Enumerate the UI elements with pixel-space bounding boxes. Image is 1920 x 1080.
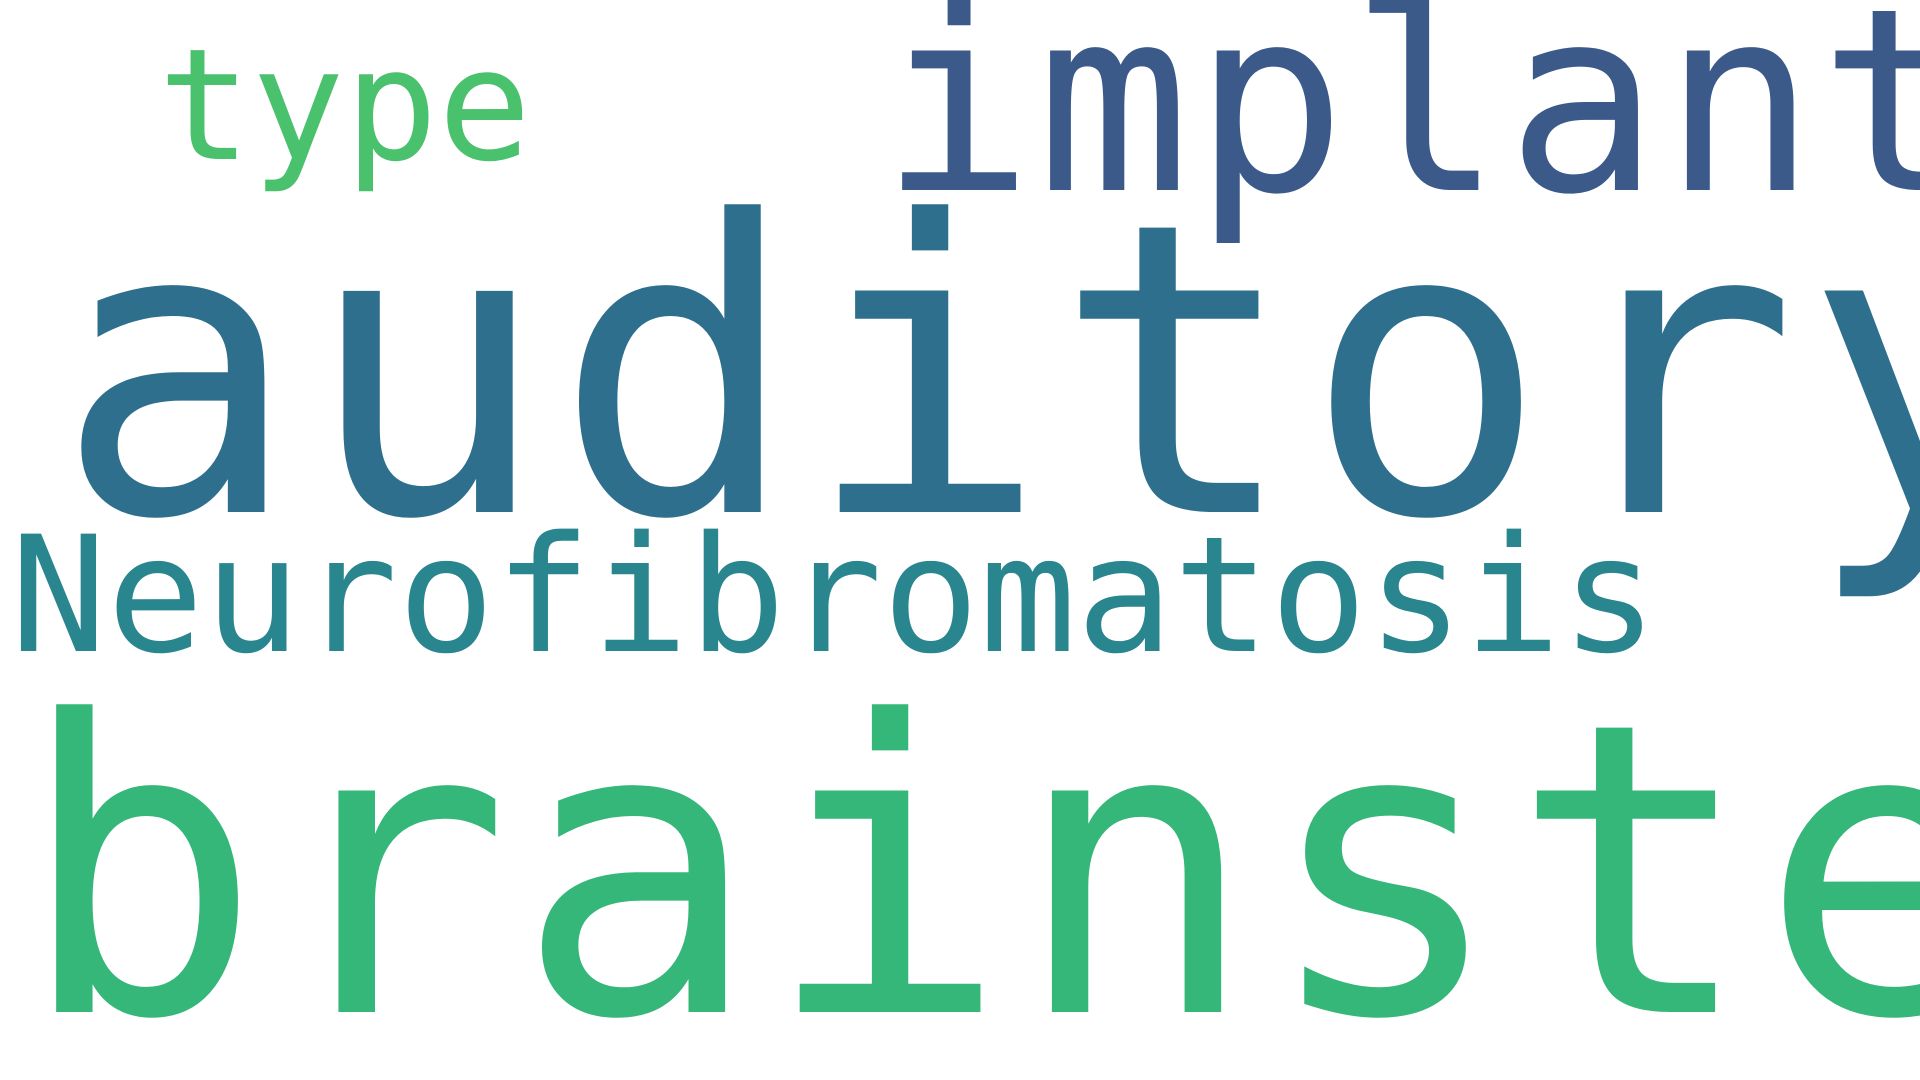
word-neurofibromatosis: Neurofibromatosis [10, 502, 1658, 689]
word-implant: implant [880, 0, 1920, 251]
word-auditory: auditory [55, 136, 1920, 608]
word-brainstem: brainstem [18, 636, 1920, 1080]
word-type: type [158, 15, 532, 196]
